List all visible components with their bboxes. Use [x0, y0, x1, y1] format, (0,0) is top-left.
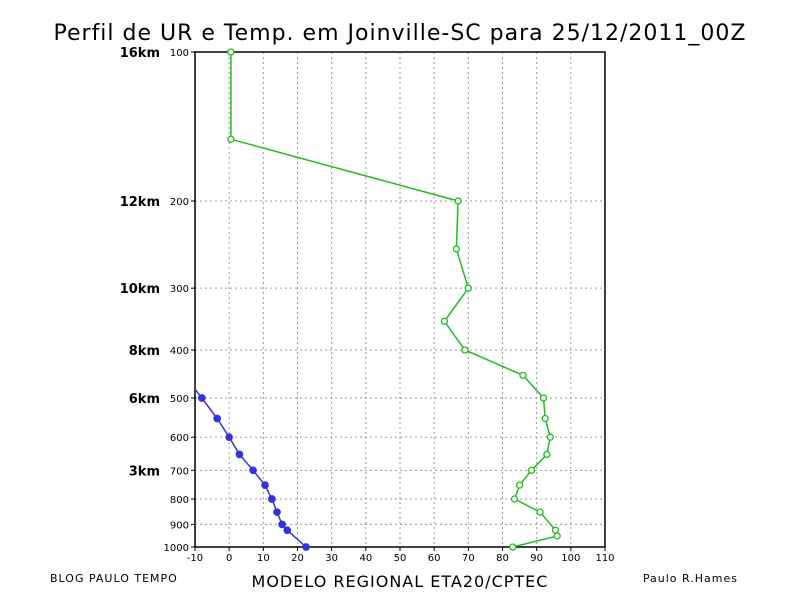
data-point-ur [227, 135, 235, 143]
data-point-ur [509, 543, 517, 551]
y-tick-label: 400 [170, 346, 189, 357]
altitude-label: 8km [129, 344, 160, 359]
data-point-ur [461, 346, 469, 354]
data-point-ur [452, 245, 461, 253]
x-tick-label: 50 [394, 553, 407, 564]
x-tick-label: 60 [428, 553, 441, 564]
data-point-ur [464, 284, 472, 292]
x-tick-label: 70 [462, 553, 475, 564]
data-point-ur [515, 481, 524, 489]
data-point-ur [454, 197, 462, 205]
data-point-ur [539, 394, 548, 402]
altitude-label: 16km [120, 46, 160, 61]
x-tick-label: 80 [496, 553, 509, 564]
axes: -10 0 10 20 30 40 50 60 70 80 90 100 110 100 200 300 400… [120, 46, 615, 564]
data-point-ur [227, 48, 235, 56]
altitude-label: 6km [129, 392, 160, 407]
y-tick-label: 600 [170, 433, 189, 444]
data-point-ur [546, 433, 554, 441]
y-tick-label: 300 [170, 284, 189, 295]
y-tick-label: 700 [170, 466, 189, 477]
data-point-ur [551, 526, 560, 534]
altitude-label: 10km [120, 282, 160, 297]
y-tick-label: 900 [170, 520, 189, 531]
x-tick-label: 40 [359, 553, 372, 564]
y-tick-label: 800 [170, 495, 189, 506]
x-axis-label: MODELO REGIONAL ETA20/CPTEC [252, 572, 549, 591]
data-point-temp [268, 495, 276, 503]
series [194, 48, 561, 551]
data-point-temp [213, 414, 222, 423]
x-tick-label: 20 [291, 553, 304, 564]
y-tick-label: 500 [170, 394, 189, 405]
data-point-ur [527, 466, 536, 474]
x-tick-label: 0 [226, 553, 232, 564]
x-tick-label: 30 [325, 553, 338, 564]
chart-title: Perfil de UR e Temp. em Joinville-SC par… [54, 21, 747, 46]
footer-right: Paulo R.Hames [643, 572, 738, 585]
data-point-temp [302, 543, 310, 551]
data-point-temp [278, 520, 286, 529]
data-point-temp [249, 466, 257, 475]
data-point-ur [536, 508, 544, 516]
data-point-ur [543, 450, 551, 459]
data-point-temp [261, 481, 269, 490]
x-tick-label: 110 [595, 553, 614, 564]
altitude-label: 12km [120, 195, 160, 210]
data-point-ur [553, 532, 561, 540]
series-line-ur [230, 52, 559, 548]
data-point-temp [283, 526, 292, 535]
y-tick-label: 1000 [164, 543, 189, 554]
data-point-temp [225, 433, 234, 442]
data-point-temp [197, 394, 206, 402]
data-point-ur [510, 495, 519, 503]
data-point-ur [440, 317, 449, 325]
data-point-temp [273, 508, 281, 516]
x-tick-label: 10 [257, 553, 270, 564]
x-tick-label: -10 [187, 553, 203, 564]
data-point-temp [235, 450, 244, 459]
y-tick-label: 100 [170, 48, 189, 59]
data-point-ur [519, 371, 527, 379]
footer-left: BLOG PAULO TEMPO [50, 572, 178, 585]
altitude-label: 3km [129, 464, 160, 479]
data-point-ur [541, 414, 549, 423]
x-tick-label: 100 [561, 553, 580, 564]
y-tick-label: 200 [170, 197, 189, 208]
grid-lines [195, 52, 605, 547]
x-tick-label: 90 [530, 553, 543, 564]
